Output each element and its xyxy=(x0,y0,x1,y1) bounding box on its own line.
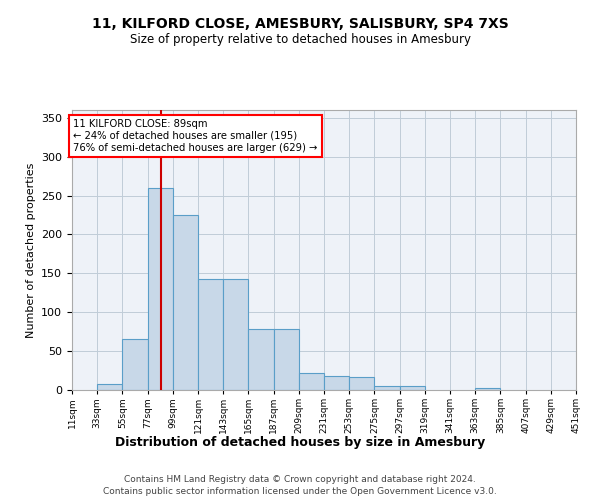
Bar xyxy=(97,384,122,390)
Bar xyxy=(299,373,324,390)
Bar xyxy=(173,215,198,390)
Text: Contains public sector information licensed under the Open Government Licence v3: Contains public sector information licen… xyxy=(103,486,497,496)
Bar xyxy=(349,377,374,390)
Text: Distribution of detached houses by size in Amesbury: Distribution of detached houses by size … xyxy=(115,436,485,449)
Text: 11, KILFORD CLOSE, AMESBURY, SALISBURY, SP4 7XS: 11, KILFORD CLOSE, AMESBURY, SALISBURY, … xyxy=(92,18,508,32)
Bar xyxy=(198,279,223,390)
Text: 11 KILFORD CLOSE: 89sqm
← 24% of detached houses are smaller (195)
76% of semi-d: 11 KILFORD CLOSE: 89sqm ← 24% of detache… xyxy=(73,120,317,152)
Bar xyxy=(248,330,274,390)
Text: Contains HM Land Registry data © Crown copyright and database right 2024.: Contains HM Land Registry data © Crown c… xyxy=(124,476,476,484)
Bar xyxy=(374,386,400,390)
Bar xyxy=(223,279,248,390)
Bar xyxy=(274,330,299,390)
Bar xyxy=(122,340,148,390)
Bar xyxy=(576,389,600,390)
Bar xyxy=(475,388,500,390)
Y-axis label: Number of detached properties: Number of detached properties xyxy=(26,162,35,338)
Bar xyxy=(400,386,425,390)
Text: Size of property relative to detached houses in Amesbury: Size of property relative to detached ho… xyxy=(130,32,470,46)
Bar xyxy=(148,188,173,390)
Bar xyxy=(324,376,349,390)
